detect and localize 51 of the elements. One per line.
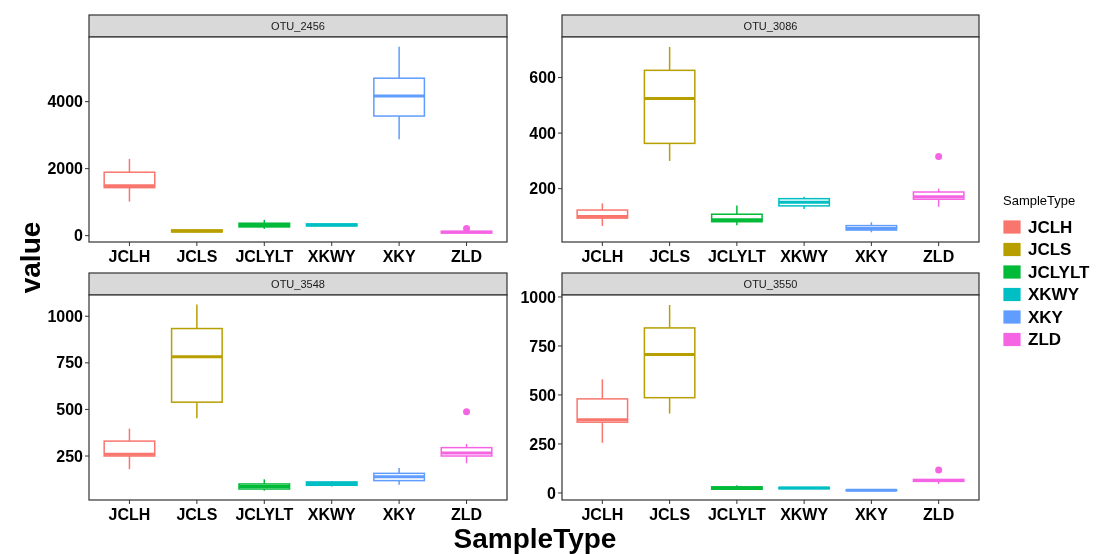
x-tick-label: JCLYLT xyxy=(707,506,766,523)
x-tick-label: XKY xyxy=(382,506,416,523)
legend-label: JCLH xyxy=(1028,217,1073,237)
y-tick-label: 400 xyxy=(529,124,557,142)
y-tick-label: 2000 xyxy=(47,160,84,178)
x-tick-label: JCLS xyxy=(176,506,218,523)
y-tick-label: 750 xyxy=(529,337,557,355)
x-tick-label: XKWY xyxy=(780,506,829,523)
y-tick-label: 0 xyxy=(547,484,557,502)
x-tick-label: JCLH xyxy=(581,248,624,265)
y-tick-label: 200 xyxy=(529,180,557,198)
y-axis-title: value xyxy=(15,221,46,294)
x-tick-label: JCLH xyxy=(108,506,151,523)
legend-title: SampleType xyxy=(1003,193,1076,208)
y-tick-label: 500 xyxy=(529,386,557,404)
x-tick-label: JCLYLT xyxy=(707,248,766,265)
chart-title: OTU_3548 xyxy=(271,278,325,290)
legend-label: XKY xyxy=(1028,307,1064,327)
x-tick-label: JCLYLT xyxy=(235,506,294,523)
x-tick-label: JCLS xyxy=(176,248,218,265)
x-tick-label: JCLYLT xyxy=(235,248,294,265)
chart-title: OTU_3086 xyxy=(743,20,798,32)
x-tick-label: ZLD xyxy=(923,248,955,265)
y-tick-label: 0 xyxy=(74,227,84,245)
chart-title: OTU_2456 xyxy=(271,20,325,32)
x-axis-title: SampleType xyxy=(453,523,617,554)
x-tick-label: JCLH xyxy=(581,506,624,523)
x-tick-label: XKWY xyxy=(307,248,357,265)
y-tick-label: 500 xyxy=(56,401,84,419)
x-tick-label: XKWY xyxy=(307,506,357,523)
y-tick-label: 1000 xyxy=(47,307,84,325)
x-tick-label: XKY xyxy=(854,506,889,523)
y-tick-label: 600 xyxy=(529,69,557,87)
x-tick-label: XKY xyxy=(854,248,889,265)
y-tick-label: 750 xyxy=(56,354,84,372)
x-tick-label: JCLS xyxy=(649,506,691,523)
x-tick-label: ZLD xyxy=(450,506,483,523)
y-tick-label: 250 xyxy=(56,447,84,465)
legend-label: JCLYLT xyxy=(1028,262,1091,282)
y-tick-label: 250 xyxy=(529,435,557,453)
legend-label: XKWY xyxy=(1028,285,1080,305)
chart-title: OTU_3550 xyxy=(743,278,798,290)
legend-label: ZLD xyxy=(1028,330,1062,350)
x-tick-label: XKWY xyxy=(780,248,829,265)
x-tick-label: ZLD xyxy=(450,248,483,265)
x-tick-label: ZLD xyxy=(923,506,955,523)
x-tick-label: JCLH xyxy=(108,248,151,265)
x-tick-label: XKY xyxy=(382,248,416,265)
y-tick-label: 4000 xyxy=(47,93,84,111)
x-tick-label: JCLS xyxy=(649,248,691,265)
y-tick-label: 1000 xyxy=(520,288,557,306)
